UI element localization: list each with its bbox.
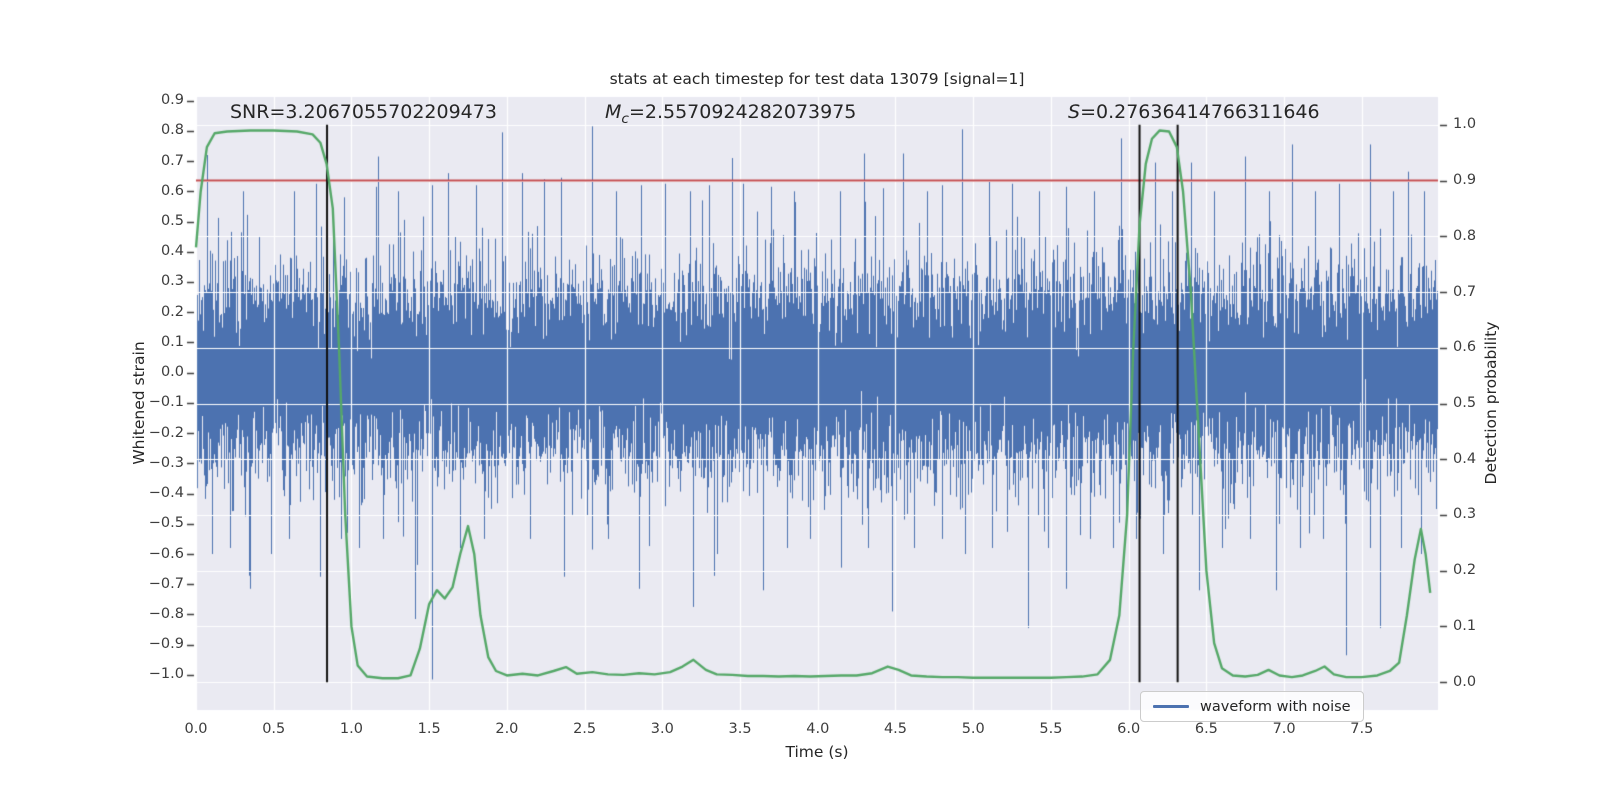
y-left-tick-label: 0.7	[160, 152, 184, 169]
y-left-tick-label: −0.6	[148, 545, 184, 562]
x-tick-label: 4.5	[883, 721, 908, 737]
annotation-mc-symbol: M	[605, 101, 622, 123]
y-left-axis-label: Whitened strain	[130, 341, 148, 465]
x-tick-label: 1.0	[339, 721, 363, 737]
annotation-snr: SNR=3.2067055702209473	[230, 101, 497, 123]
x-tick-label: 6.5	[1194, 721, 1218, 737]
x-axis-label: Time (s)	[785, 743, 849, 761]
x-tick-label: 6.0	[1117, 721, 1141, 737]
y-left-tick-label: −0.5	[148, 515, 184, 532]
y-left-tick-label: 0.1	[160, 333, 184, 350]
annotation-s-symbol: S	[1068, 101, 1081, 123]
y-left-tick-label: −0.9	[148, 636, 184, 653]
x-tick-label: 7.5	[1350, 721, 1374, 737]
y-left-tick-label: −0.1	[148, 394, 184, 411]
legend-line-sample	[1153, 705, 1189, 708]
legend: waveform with noise	[1140, 691, 1364, 722]
x-tick-label: 7.0	[1272, 721, 1296, 737]
x-tick-label: 5.5	[1039, 721, 1063, 737]
x-tick-label: 0.0	[184, 721, 208, 737]
y-left-tick-label: −0.7	[148, 575, 184, 592]
y-left-tick-label: −0.4	[148, 485, 184, 502]
annotation-s-value: =0.27636414766311646	[1080, 101, 1320, 123]
y-left-tick-label: 0.2	[160, 303, 184, 320]
y-right-tick-label: 0.4	[1453, 450, 1477, 467]
x-tick-label: 2.0	[495, 721, 519, 737]
annotation-mc-subscript: c	[621, 110, 629, 127]
y-left-tick-label: −0.3	[148, 454, 184, 471]
y-left-tick-label: 0.3	[160, 273, 184, 290]
x-tick-label: 4.0	[806, 721, 830, 737]
y-right-tick-label: 0.6	[1453, 339, 1477, 356]
legend-item-label: waveform with noise	[1200, 698, 1351, 715]
annotation-chirp-mass: Mc=2.5570924282073975	[605, 101, 856, 127]
y-right-tick-label: 0.9	[1453, 172, 1477, 189]
y-left-tick-label: 0.9	[160, 92, 184, 109]
x-tick-label: 5.0	[961, 721, 985, 737]
y-right-tick-label: 1.0	[1453, 116, 1477, 133]
chart-title: stats at each timestep for test data 130…	[609, 70, 1025, 88]
x-tick-label: 3.5	[728, 721, 752, 737]
annotation-mc-value: =2.5570924282073975	[628, 101, 857, 123]
y-left-tick-label: 0.8	[160, 122, 184, 139]
y-right-tick-label: 0.0	[1453, 673, 1477, 690]
y-left-tick-label: −1.0	[148, 666, 184, 683]
x-tick-label: 1.5	[417, 721, 441, 737]
y-right-tick-label: 0.2	[1453, 562, 1477, 579]
y-right-tick-label: 0.5	[1453, 395, 1477, 411]
x-tick-label: 0.5	[262, 721, 286, 737]
y-left-tick-label: −0.8	[148, 605, 184, 622]
x-tick-label: 2.5	[573, 721, 597, 737]
y-right-tick-label: 0.7	[1453, 283, 1477, 300]
x-tick-label: 3.0	[650, 721, 674, 737]
y-left-tick-label: 0.4	[160, 243, 184, 260]
y-right-tick-label: 0.3	[1453, 506, 1477, 523]
y-right-tick-label: 0.8	[1453, 227, 1477, 244]
y-left-tick-label: 0.6	[160, 182, 184, 199]
y-right-axis-label: Detection probability	[1482, 321, 1500, 485]
annotation-s: S=0.27636414766311646	[1068, 101, 1320, 123]
y-right-tick-label: 0.1	[1453, 617, 1477, 634]
y-left-tick-label: 0.0	[160, 364, 184, 381]
y-left-tick-label: −0.2	[148, 424, 184, 441]
y-left-tick-label: 0.5	[160, 213, 184, 230]
